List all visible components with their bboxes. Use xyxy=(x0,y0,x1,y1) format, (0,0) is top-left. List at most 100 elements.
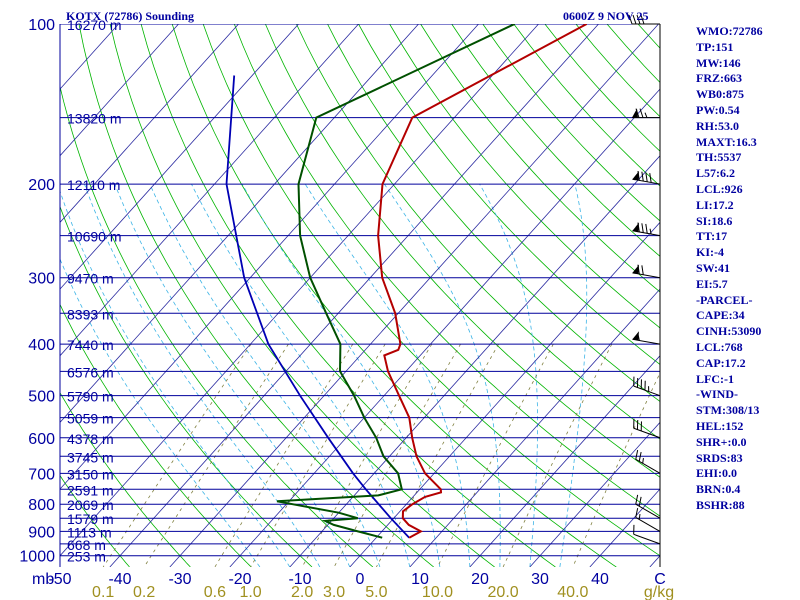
moist-adiabat xyxy=(384,183,501,567)
wind-barb-flag xyxy=(638,451,642,462)
temperature-tick-label: C xyxy=(654,571,666,588)
height-label: 2591 m xyxy=(67,482,114,498)
moist-adiabat xyxy=(60,258,261,567)
wind-barb-flag xyxy=(641,223,644,233)
isotherm xyxy=(169,24,659,567)
height-label: 8393 m xyxy=(67,306,114,322)
time-label: 0600Z 9 NOV 25 xyxy=(563,9,649,23)
pressure-label: 800 xyxy=(28,497,55,514)
mixing-ratio-unit-label: g/kg xyxy=(644,584,674,600)
dry-adiabat xyxy=(171,24,617,567)
wind-barb-shaft xyxy=(633,533,661,545)
index-line: LFC:-1 xyxy=(696,371,734,386)
temperature-tick-label: 10 xyxy=(411,571,429,588)
wind-barb-half-flag xyxy=(649,228,652,235)
mixing-ratio-line xyxy=(250,343,386,567)
index-line: LCL:926 xyxy=(696,181,743,196)
sounding-time: 0600Z 9 NOV 25 xyxy=(563,9,648,24)
mixing-ratio-tick-label: 20.0 xyxy=(488,584,519,600)
wind-barb xyxy=(633,524,661,545)
temperature-tick-label: -30 xyxy=(168,571,191,588)
parcel-trace xyxy=(225,75,410,539)
index-line: TH:5537 xyxy=(696,150,742,165)
mixing-ratio-line xyxy=(333,343,461,567)
isotherm xyxy=(409,288,660,567)
height-label: 5790 m xyxy=(67,389,114,405)
dry-adiabat xyxy=(327,24,660,402)
dry-adiabat xyxy=(60,303,252,567)
height-label: 10690 m xyxy=(67,229,121,245)
wind-barb xyxy=(635,449,661,474)
mixing-ratio-tick-label: 3.0 xyxy=(323,584,345,600)
pressure-label: 900 xyxy=(28,524,55,541)
dry-adiabat xyxy=(60,474,130,567)
chart-title: KOTX (72786) Sounding xyxy=(66,9,194,24)
temperature-tick-label: -40 xyxy=(108,571,131,588)
pressure-label: 700 xyxy=(28,466,55,483)
pressure-label: 200 xyxy=(28,177,55,194)
temperature-tick-label: -10 xyxy=(288,571,311,588)
index-line: L57:6.2 xyxy=(696,166,735,181)
index-line: -PARCEL- xyxy=(696,292,753,307)
index-line: EI:5.7 xyxy=(696,276,728,291)
wind-barb xyxy=(632,264,661,279)
isotherm xyxy=(529,421,660,567)
wind-barb xyxy=(633,418,661,439)
index-line: BSHR:88 xyxy=(696,497,745,512)
wind-barb-shaft xyxy=(632,272,661,279)
wind-barb xyxy=(632,331,661,345)
mixing-ratio-tick-label: 5.0 xyxy=(365,584,387,600)
pressure-label: 500 xyxy=(28,389,55,406)
dry-adiabat xyxy=(265,24,660,478)
isotherm xyxy=(60,24,419,423)
wind-barb-flag xyxy=(628,14,633,25)
mb-unit-label: mb xyxy=(32,571,54,588)
isotherm xyxy=(60,24,179,157)
wind-barb-half-flag xyxy=(642,457,644,464)
dry-adiabat xyxy=(109,24,495,567)
height-label: 253 m xyxy=(67,549,106,565)
index-line: LI:17.2 xyxy=(696,197,734,212)
mixing-ratio-line xyxy=(502,343,613,567)
dry-adiabat xyxy=(358,24,660,365)
height-label: 7440 m xyxy=(67,337,114,353)
dry-adiabat xyxy=(233,24,660,517)
index-line: BRN:0.4 xyxy=(696,482,741,497)
height-label: 6576 m xyxy=(67,364,114,380)
mixing-ratio-line xyxy=(102,343,252,567)
wind-barb xyxy=(632,108,660,119)
mixing-ratio-line xyxy=(214,343,354,567)
wind-barb-flag xyxy=(639,108,644,118)
temperature-tick-label: 40 xyxy=(591,571,609,588)
moist-adiabat xyxy=(304,183,471,567)
index-line: MW:146 xyxy=(696,55,741,70)
moist-adiabat xyxy=(191,183,411,567)
wind-barb xyxy=(628,14,660,25)
wind-barb-flag xyxy=(640,14,645,25)
wind-barb-shaft xyxy=(632,230,661,237)
temperature-tick-label: 20 xyxy=(471,571,489,588)
wind-barb-flag xyxy=(641,265,644,275)
isotherm xyxy=(60,24,359,357)
index-line: CAP:17.2 xyxy=(696,355,746,370)
wind-barb-flag xyxy=(645,172,648,182)
dry-adiabat xyxy=(60,205,313,567)
indices-panel: WMO:72786 TP:151 MW:146 FRZ:663 WB0:875 PW:0.… xyxy=(696,24,800,514)
index-line: STM:308/13 xyxy=(696,403,760,418)
wind-barb-pennant xyxy=(632,171,639,181)
height-label: 668 m xyxy=(67,537,106,553)
wind-barb-flag xyxy=(649,173,652,183)
dewpoint-trace xyxy=(276,24,516,539)
isotherm xyxy=(289,155,660,567)
wind-barb xyxy=(633,376,661,397)
height-label: 16270 m xyxy=(67,17,121,33)
index-line: WMO:72786 xyxy=(696,24,763,38)
dry-adiabat xyxy=(296,24,660,440)
index-line: TP:151 xyxy=(696,39,734,54)
isotherm xyxy=(60,24,299,290)
height-label: 12110 m xyxy=(67,177,120,193)
mixing-ratio-line xyxy=(143,343,289,567)
height-label: 1579 m xyxy=(67,511,114,527)
temperature-tick-label: 0 xyxy=(356,571,365,588)
